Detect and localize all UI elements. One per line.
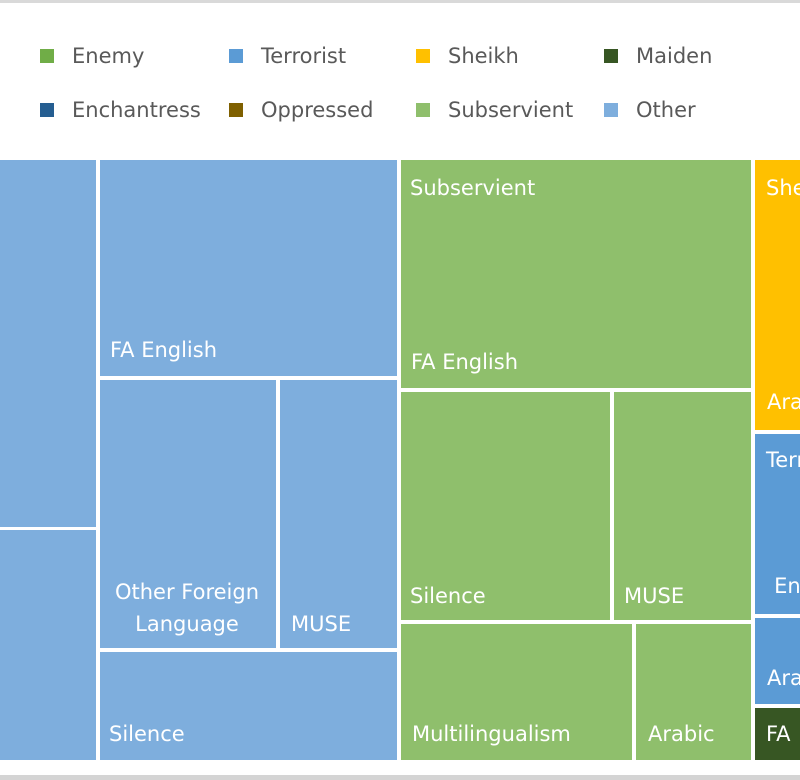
treemap-tile-subservient-muse: MUSE: [614, 392, 751, 620]
treemap-tile-subservient-silence: Silence: [401, 392, 610, 620]
legend-swatch-other: [604, 103, 618, 117]
treemap-tile-other-2: [0, 530, 96, 760]
tile-label-subservient-silence: Silence: [410, 584, 486, 608]
tile-label-sheikh-arabic: Arabic: [767, 390, 800, 414]
legend-item-maiden: Maiden: [604, 44, 712, 68]
treemap-tile-terrorist-fa-english: Terrorist FA English: [755, 434, 800, 614]
treemap-tile-terrorist-arabic: Arabic: [755, 618, 800, 704]
legend-swatch-terrorist: [229, 49, 243, 63]
legend-label-oppressed: Oppressed: [261, 98, 374, 122]
legend-item-subservient: Subservient: [416, 98, 573, 122]
legend-label-enchantress: Enchantress: [72, 98, 201, 122]
treemap-tile-sheikh-arabic: Sheikh Arabic: [755, 160, 800, 430]
tile-label-terrorist-fa-english: FA English: [774, 542, 800, 598]
legend-swatch-oppressed: [229, 103, 243, 117]
legend-item-enemy: Enemy: [40, 44, 144, 68]
legend-item-oppressed: Oppressed: [229, 98, 373, 122]
legend-label-terrorist: Terrorist: [261, 44, 347, 68]
treemap-tile-other-silence: Silence: [100, 652, 397, 760]
legend-label-enemy: Enemy: [72, 44, 145, 68]
legend-swatch-enchantress: [40, 103, 54, 117]
treemap-tile-subservient-multilingualism: Multilingualism: [401, 624, 632, 760]
tile-label-other-foreign-language: Other Foreign Language: [114, 580, 260, 636]
legend-label-sheikh: Sheikh: [448, 44, 519, 68]
treemap-tile-other-muse: MUSE: [280, 380, 397, 648]
tile-label-other-silence: Silence: [109, 722, 185, 746]
legend-swatch-maiden: [604, 49, 618, 63]
tile-label-maiden-fa: FA: [766, 722, 791, 746]
tile-label-other-fa-english: FA English: [110, 338, 218, 362]
tile-label-subservient-muse: MUSE: [624, 584, 685, 608]
treemap-tile-subservient-fa-english: Subservient FA English: [401, 160, 751, 388]
legend-label-subservient: Subservient: [448, 98, 574, 122]
tile-label-terrorist-arabic: Arabic: [767, 666, 800, 690]
legend-item-other: Other: [604, 98, 696, 122]
treemap-tile-subservient-arabic: Arabic: [636, 624, 751, 760]
legend-label-other: Other: [636, 98, 696, 122]
tile-label-subservient-multilingualism: Multilingualism: [412, 722, 571, 746]
tile-label-other-muse: MUSE: [291, 612, 352, 636]
legend-swatch-subservient: [416, 103, 430, 117]
legend-item-enchantress: Enchantress: [40, 98, 201, 122]
legend-swatch-sheikh: [416, 49, 430, 63]
treemap-tile-other-foreign-language: Other Foreign Language: [100, 380, 276, 648]
legend-item-terrorist: Terrorist: [229, 44, 346, 68]
tile-label-subservient-fa-english: FA English: [411, 350, 519, 374]
group-label-subservient: Subservient: [410, 176, 536, 200]
legend-label-maiden: Maiden: [636, 44, 713, 68]
legend-item-sheikh: Sheikh: [416, 44, 519, 68]
chart-bottom-border: [0, 775, 800, 780]
chart-top-border: [0, 0, 800, 3]
group-label-terrorist: Terrorist: [766, 448, 800, 472]
treemap-tile-maiden-fa: FA: [755, 708, 800, 760]
treemap-tile-other-fa-english: FA English: [100, 160, 397, 376]
tile-label-subservient-arabic: Arabic: [648, 722, 715, 746]
treemap-tile-other-1: [0, 160, 96, 527]
legend-swatch-enemy: [40, 49, 54, 63]
group-label-sheikh: Sheikh: [766, 176, 800, 200]
